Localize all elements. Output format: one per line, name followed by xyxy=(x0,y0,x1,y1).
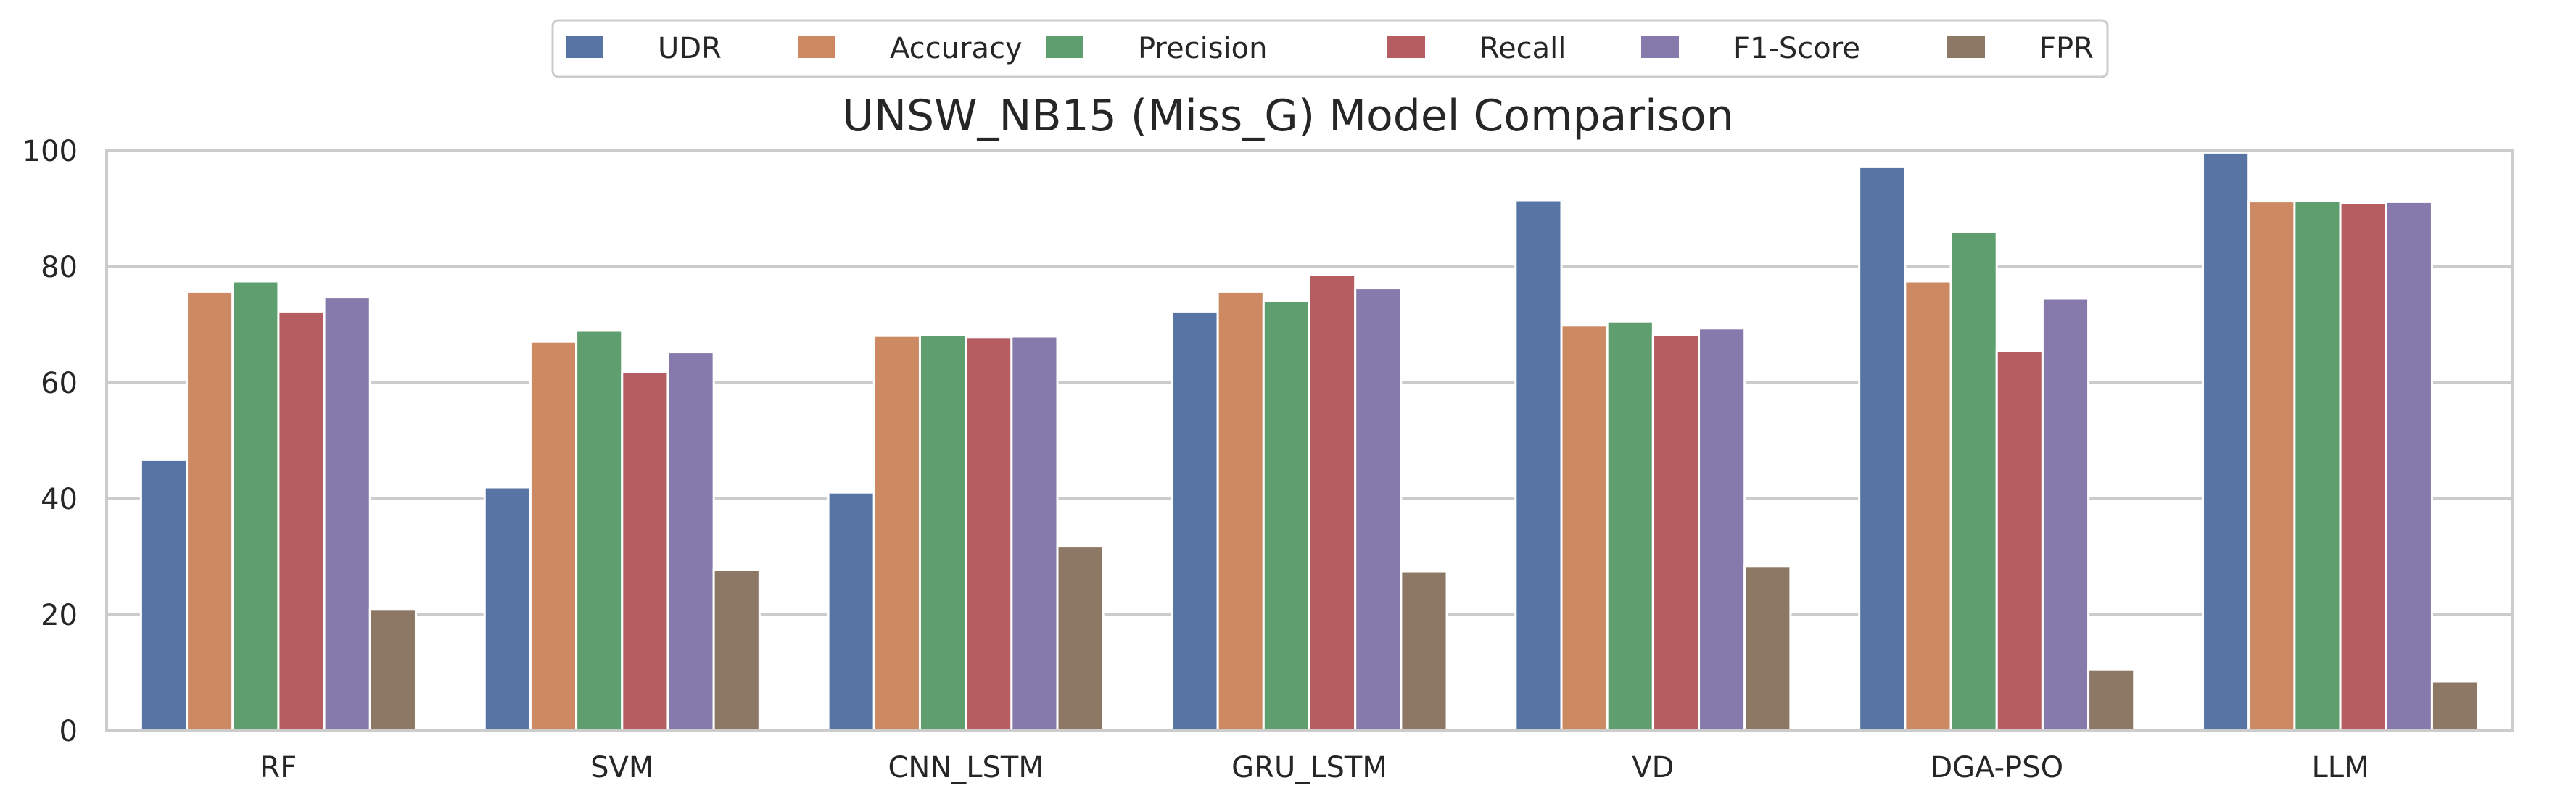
y-tick-label: 0 xyxy=(59,715,78,748)
bar-recall-vd xyxy=(1651,334,1701,732)
bar-accuracy-llm xyxy=(2247,200,2296,732)
bar-accuracy-svm xyxy=(529,340,578,732)
bar-recall-cnn_lstm xyxy=(965,336,1013,732)
legend-swatch-fpr xyxy=(1947,36,1985,58)
bar-accuracy-vd xyxy=(1560,324,1609,732)
bar-recall-rf xyxy=(277,310,326,732)
bar-precision-dga-pso xyxy=(1949,231,1998,732)
bar-f1-score-dga-pso xyxy=(2041,297,2090,732)
legend-swatch-accuracy xyxy=(798,36,835,58)
bar-udr-gru_lstm xyxy=(1171,310,1219,732)
y-tick-label: 80 xyxy=(41,251,78,284)
bar-udr-svm xyxy=(483,486,532,732)
bar-precision-cnn_lstm xyxy=(918,334,967,732)
plot-frame xyxy=(105,149,2514,732)
bar-f1-score-svm xyxy=(666,351,715,732)
bar-udr-llm xyxy=(2202,151,2250,732)
bar-precision-svm xyxy=(575,329,624,732)
bar-recall-svm xyxy=(621,370,669,732)
bar-udr-rf xyxy=(139,458,189,732)
x-tick-label: DGA-PSO xyxy=(1930,751,2063,784)
x-axis-ticks: RF SVM CNN_LSTM GRU_LSTM VD DGA-PSO LLM xyxy=(260,751,2369,784)
x-tick-label: LLM xyxy=(2312,751,2369,784)
bar-f1-score-llm xyxy=(2385,200,2433,732)
y-tick-label: 40 xyxy=(41,483,78,516)
bar-recall-gru_lstm xyxy=(1308,273,1357,732)
bar-fpr-dga-pso xyxy=(2087,668,2136,732)
x-tick-label: GRU_LSTM xyxy=(1231,751,1387,784)
legend-swatch-precision xyxy=(1046,36,1083,58)
bar-fpr-rf xyxy=(368,608,417,732)
legend-label-fpr: FPR xyxy=(2039,32,2094,65)
legend-swatch-f1-score xyxy=(1641,36,1679,58)
bar-f1-score-gru_lstm xyxy=(1354,287,1403,732)
legend-frame xyxy=(551,19,2109,78)
bar-udr-cnn_lstm xyxy=(827,491,875,732)
legend-swatch-recall xyxy=(1387,36,1425,58)
bar-precision-gru_lstm xyxy=(1262,299,1311,732)
bar-accuracy-dga-pso xyxy=(1904,280,1952,732)
bar-precision-llm xyxy=(2293,199,2342,732)
bar-udr-dga-pso xyxy=(1858,165,1907,732)
y-tick-label: 100 xyxy=(22,135,78,168)
bar-f1-score-vd xyxy=(1698,327,1746,732)
bar-precision-vd xyxy=(1606,320,1654,732)
y-axis-ticks: 0 20 40 60 80 100 xyxy=(22,135,78,748)
legend-label-accuracy: Accuracy xyxy=(890,32,1023,65)
bar-f1-score-rf xyxy=(323,296,371,732)
x-tick-label: VD xyxy=(1632,751,1674,784)
bar-fpr-llm xyxy=(2430,680,2480,732)
bar-fpr-svm xyxy=(712,568,761,732)
bar-recall-dga-pso xyxy=(1995,349,2044,732)
legend: UDR Accuracy Precision Recall F1-Score FPR xyxy=(551,19,2109,78)
bar-f1-score-cnn_lstm xyxy=(1010,335,1059,732)
chart-title: UNSW_NB15 (Miss_G) Model Comparison xyxy=(842,91,1733,141)
x-tick-label: SVM xyxy=(590,751,653,784)
x-tick-label: RF xyxy=(260,751,297,784)
bar-fpr-cnn_lstm xyxy=(1056,545,1105,732)
legend-label-recall: Recall xyxy=(1479,32,1566,65)
legend-label-udr: UDR xyxy=(658,32,722,65)
bars xyxy=(139,151,2480,732)
y-tick-label: 20 xyxy=(41,599,78,632)
bar-recall-llm xyxy=(2339,202,2387,732)
legend-label-f1-score: F1-Score xyxy=(1733,32,1860,65)
bar-accuracy-rf xyxy=(186,290,234,732)
legend-label-precision: Precision xyxy=(1138,32,1267,65)
bar-udr-vd xyxy=(1514,199,1563,732)
bar-precision-rf xyxy=(231,280,280,732)
bar-fpr-vd xyxy=(1743,565,1792,732)
legend-swatch-udr xyxy=(566,36,603,58)
bar-fpr-gru_lstm xyxy=(1400,570,1448,732)
y-tick-label: 60 xyxy=(41,367,78,400)
bar-accuracy-gru_lstm xyxy=(1216,290,1265,732)
x-tick-label: CNN_LSTM xyxy=(888,751,1043,784)
bar-accuracy-cnn_lstm xyxy=(872,334,921,732)
